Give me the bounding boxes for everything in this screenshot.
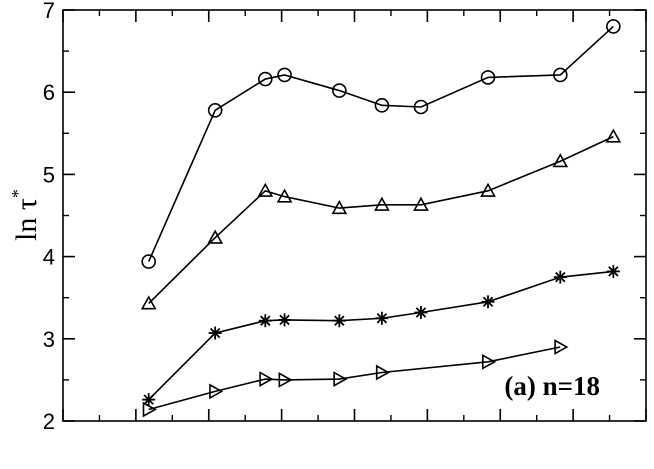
- y-tick-label: 3: [43, 327, 55, 352]
- series-line: [148, 346, 561, 411]
- data-point-circle: [141, 254, 157, 269]
- data-point-asterisk: [258, 314, 272, 328]
- y-tick-label: 7: [43, 0, 55, 23]
- data-point-triangle-right: [333, 371, 348, 387]
- y-axis-label-superscript: *: [8, 189, 28, 198]
- data-point-asterisk: [142, 393, 156, 407]
- data-point-asterisk: [375, 311, 389, 325]
- data-point-asterisk: [481, 295, 495, 309]
- asterisk-stroke: [334, 315, 345, 326]
- data-point-triangle: [413, 196, 429, 211]
- data-point-circle: [374, 98, 390, 113]
- series-line: [148, 135, 614, 305]
- series-triangle-up: [140, 128, 622, 310]
- data-point-triangle-right: [375, 364, 391, 381]
- asterisk-stroke: [279, 314, 290, 326]
- svg-text:ln τ*: ln τ*: [8, 189, 43, 241]
- data-point-triangle: [331, 199, 348, 215]
- data-point-asterisk: [606, 264, 620, 278]
- y-tick-label: 4: [43, 245, 55, 270]
- data-point-circle: [552, 67, 568, 83]
- series-layer: [140, 19, 622, 418]
- plot-frame: [62, 9, 647, 422]
- data-point-triangle-right: [554, 339, 569, 355]
- data-point-triangle: [257, 182, 274, 197]
- data-point-asterisk: [208, 326, 222, 340]
- data-point-triangle: [276, 188, 293, 203]
- y-axis-label: ln τ*: [8, 189, 43, 241]
- series-asterisk: [142, 264, 620, 407]
- y-tick-label: 5: [43, 162, 55, 187]
- data-point-circle: [480, 70, 496, 85]
- series-line: [148, 270, 614, 401]
- asterisk-stroke: [143, 394, 154, 405]
- asterisk-stroke: [608, 266, 619, 277]
- asterisk-stroke: [482, 296, 494, 308]
- asterisk-stroke: [376, 313, 388, 324]
- data-point-triangle: [480, 182, 496, 197]
- data-point-asterisk: [414, 305, 428, 319]
- y-axis-label-text: ln τ: [10, 198, 43, 241]
- data-point-asterisk: [332, 314, 346, 328]
- data-point-triangle-right: [482, 353, 497, 370]
- data-point-circle: [413, 99, 429, 115]
- y-tick-label: 6: [43, 80, 55, 105]
- data-point-circle: [277, 67, 292, 83]
- data-point-triangle: [374, 196, 390, 211]
- data-point-triangle-right: [142, 401, 157, 418]
- data-point-circle: [606, 19, 621, 34]
- data-point-triangle-right: [209, 383, 224, 400]
- data-point-triangle-right: [278, 372, 293, 388]
- data-point-asterisk: [553, 270, 567, 284]
- series-triangle-right: [142, 339, 569, 418]
- asterisk-stroke: [209, 327, 221, 339]
- panel-annotation: (a) n=18: [504, 371, 600, 401]
- y-tick-label: 2: [43, 409, 55, 434]
- data-point-triangle: [605, 128, 622, 143]
- asterisk-stroke: [555, 271, 566, 283]
- series-circle: [141, 19, 621, 269]
- data-point-triangle-right: [259, 371, 274, 387]
- series-line: [147, 25, 614, 262]
- ticks: 2 3 4 5 6 7: [43, 0, 647, 434]
- data-point-asterisk: [278, 313, 292, 327]
- data-point-triangle: [207, 229, 224, 244]
- data-point-circle: [332, 83, 347, 98]
- data-point-triangle: [552, 153, 569, 168]
- data-point-triangle: [140, 295, 157, 310]
- asterisk-stroke: [260, 315, 271, 326]
- data-point-circle: [207, 102, 223, 118]
- data-point-circle: [258, 71, 273, 87]
- asterisk-stroke: [415, 307, 427, 318]
